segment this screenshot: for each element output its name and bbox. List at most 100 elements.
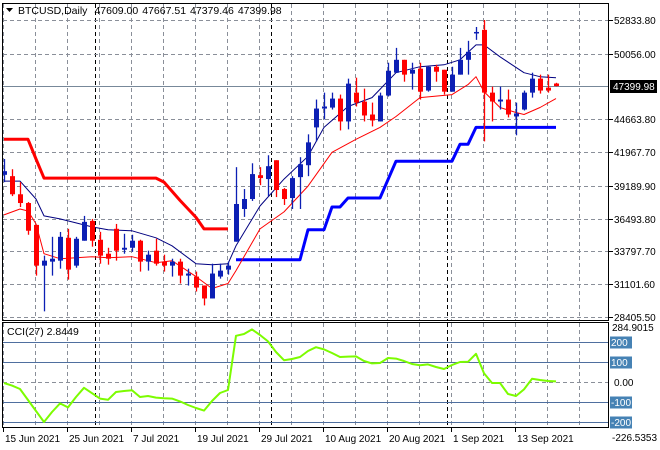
candle-body: [322, 106, 327, 109]
y-tick-label: 31101.60: [614, 280, 655, 291]
x-tick-label: 20 Aug 2021: [389, 434, 446, 445]
candle-bullish: [122, 233, 127, 254]
candle-bullish: [426, 66, 431, 92]
candle-bearish: [138, 239, 143, 272]
cci-level-label: -200: [611, 418, 631, 429]
candle-body: [354, 92, 359, 103]
cci-level-box: [610, 396, 632, 409]
candle-body: [282, 189, 287, 200]
ohlc-high: 47667.51: [142, 5, 186, 17]
candle-bullish: [234, 167, 239, 242]
candle-bullish: [290, 176, 295, 209]
candle-body: [178, 261, 183, 276]
candle-body: [170, 261, 175, 266]
candle-body: [490, 92, 495, 102]
candle-bearish: [106, 247, 111, 265]
y-tick-label: 33797.70: [614, 247, 656, 258]
candle-body: [162, 261, 167, 266]
candle-bullish: [330, 92, 335, 110]
candle-bullish: [146, 250, 151, 271]
candle-bearish: [442, 69, 447, 95]
candle-bullish: [130, 234, 135, 252]
candle-body: [466, 51, 471, 60]
collapse-triangle-icon[interactable]: [6, 8, 13, 12]
y-tick-label: 41967.70: [614, 148, 656, 159]
candle-body: [50, 258, 55, 262]
candle-bullish: [250, 163, 255, 201]
candle-body: [554, 83, 559, 87]
candle-bullish: [210, 263, 215, 299]
candle-body: [530, 78, 535, 93]
y-tick-label: 44663.80: [614, 115, 656, 126]
candle-bullish: [378, 92, 383, 122]
candle-bullish: [226, 261, 231, 275]
candle-body: [234, 203, 239, 242]
y-tick-label: 50056.00: [614, 50, 656, 61]
cci-level-label: 100: [611, 358, 628, 369]
candle-body: [122, 247, 127, 250]
candle-bullish: [498, 86, 503, 110]
candle-body: [362, 101, 367, 116]
candle-body: [522, 92, 527, 110]
candle-body: [434, 66, 439, 72]
candle-body: [442, 69, 447, 92]
candle-bullish: [474, 26, 479, 40]
cci-level-box: [610, 336, 632, 349]
candle-bullish: [410, 62, 415, 90]
main-panel-border: [2, 3, 609, 321]
candle-body: [410, 69, 415, 74]
candle-bullish: [314, 99, 319, 142]
candle-body: [202, 285, 207, 299]
cci-min-label: -226.5353: [612, 433, 657, 444]
candle-bullish: [74, 236, 79, 268]
x-tick-label: 15 Jun 2021: [5, 434, 60, 445]
cci-panel-border: [2, 322, 609, 428]
candle-bullish: [394, 47, 399, 73]
candle-body: [138, 240, 143, 262]
candle-bullish: [58, 231, 63, 269]
candle-bearish: [434, 64, 439, 82]
candle-body: [106, 253, 111, 259]
candle-bearish: [362, 88, 367, 122]
candle-body: [194, 276, 199, 288]
candle-bearish: [98, 231, 103, 264]
candle-bullish: [42, 255, 47, 312]
candle-body: [10, 176, 15, 195]
candle-bullish: [514, 102, 519, 136]
grid: [3, 4, 608, 427]
candle-bearish: [178, 258, 183, 284]
candle-body: [458, 59, 463, 75]
candle-bearish: [66, 228, 71, 280]
cci-level-label: -100: [611, 398, 631, 409]
candle-bullish: [450, 66, 455, 92]
current-price-label: 47399.98: [613, 82, 655, 93]
y-tick-label: 39189.90: [614, 182, 656, 193]
candle-body: [218, 270, 223, 277]
candle-bearish: [90, 218, 95, 247]
ohlc-low: 47379.46: [190, 5, 234, 17]
cci-level-label: 200: [611, 338, 628, 349]
channel-upper-line: [4, 137, 228, 231]
candle-bearish: [370, 102, 375, 127]
cci-level-box: [610, 356, 632, 369]
candle-body: [210, 273, 215, 299]
candle-body: [186, 273, 191, 276]
x-tick-label: 1 Sep 2021: [453, 434, 505, 445]
candle-body: [242, 199, 247, 209]
candle-body: [130, 240, 135, 248]
candle-bearish: [34, 224, 39, 276]
candle-bullish: [2, 159, 7, 183]
candle-bearish: [194, 271, 199, 292]
candle-body: [346, 83, 351, 122]
chart-header: BTCUSD,Daily 47609.00 47667.51 47379.46 4739…: [18, 5, 282, 17]
candle-bearish: [538, 74, 543, 94]
candle-body: [114, 228, 119, 251]
candle-body: [26, 203, 31, 231]
candle-bullish: [530, 72, 535, 98]
moving-average-red-line: [3, 76, 557, 289]
y-tick-label: 52833.80: [614, 16, 656, 27]
candle-bullish: [346, 78, 351, 130]
candle-bullish: [218, 263, 223, 279]
candle-bullish: [82, 215, 87, 241]
